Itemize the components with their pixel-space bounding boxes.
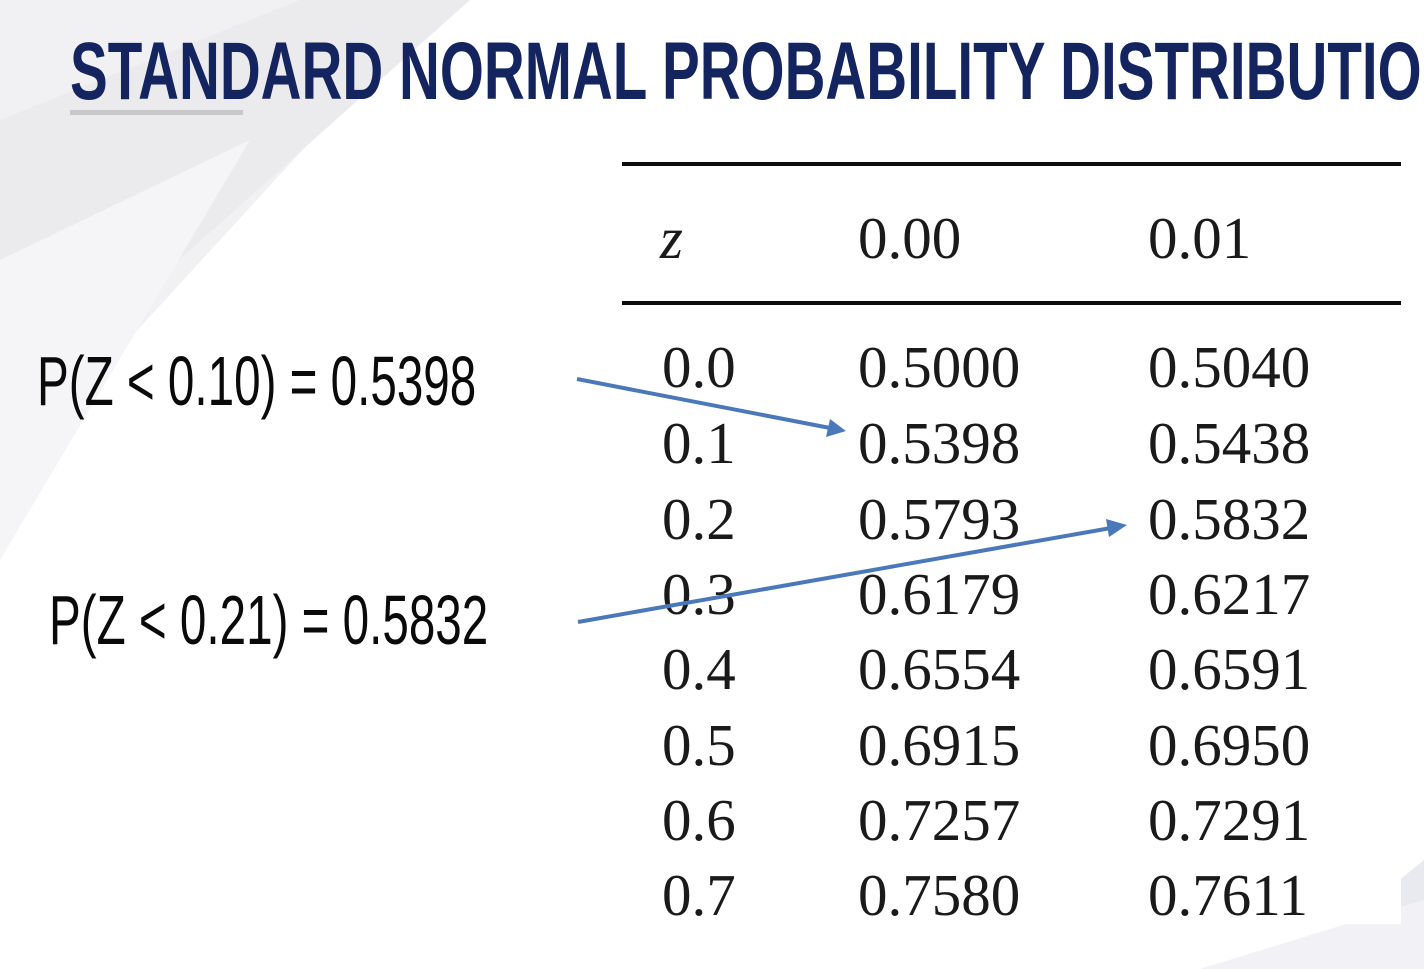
table-cell: 0.7291 xyxy=(1148,787,1311,853)
table-header-rule xyxy=(622,301,1401,305)
z-value: 0.4 xyxy=(662,636,736,702)
z-value: 0.7 xyxy=(662,862,736,928)
table-cell: 0.6554 xyxy=(858,636,1021,702)
table-cell: 0.7580 xyxy=(858,862,1021,928)
table-cell: 0.6179 xyxy=(858,561,1021,627)
z-value: 0.2 xyxy=(662,486,736,552)
table-cell: 0.5398 xyxy=(858,410,1021,476)
table-cell: 0.5000 xyxy=(858,334,1021,400)
z-value: 0.5 xyxy=(662,712,736,778)
z-value: 0.1 xyxy=(662,410,736,476)
table-cell: 0.5040 xyxy=(1148,334,1311,400)
table-cell: 0.6591 xyxy=(1148,636,1311,702)
z-value: 0.6 xyxy=(662,787,736,853)
table-cell: 0.6217 xyxy=(1148,561,1311,627)
z-table: z 0.00 0.01 0.0 0.5000 0.5040 0.1 0.5398… xyxy=(622,162,1401,928)
column-header-001: 0.01 xyxy=(1148,205,1252,271)
table-top-rule xyxy=(622,162,1401,166)
title-underline xyxy=(70,110,243,115)
probability-annotation-1: P(Z < 0.10) = 0.5398 xyxy=(37,342,477,420)
column-header-000: 0.00 xyxy=(858,205,962,271)
table-cell: 0.6950 xyxy=(1148,712,1311,778)
table-cell: 0.7257 xyxy=(858,787,1021,853)
table-cell: 0.6915 xyxy=(858,712,1021,778)
page-title: STANDARD NORMAL PROBABILITY DISTRIBUTION xyxy=(70,26,1424,117)
table-cell: 0.5438 xyxy=(1148,410,1311,476)
column-header-z: z xyxy=(660,205,683,271)
z-value: 0.0 xyxy=(662,334,736,400)
table-cell: 0.7611 xyxy=(1148,862,1309,928)
table-cell: 0.5793 xyxy=(858,486,1021,552)
probability-annotation-2: P(Z < 0.21) = 0.5832 xyxy=(49,581,489,659)
table-cell: 0.5832 xyxy=(1148,486,1311,552)
z-value: 0.3 xyxy=(662,561,736,627)
